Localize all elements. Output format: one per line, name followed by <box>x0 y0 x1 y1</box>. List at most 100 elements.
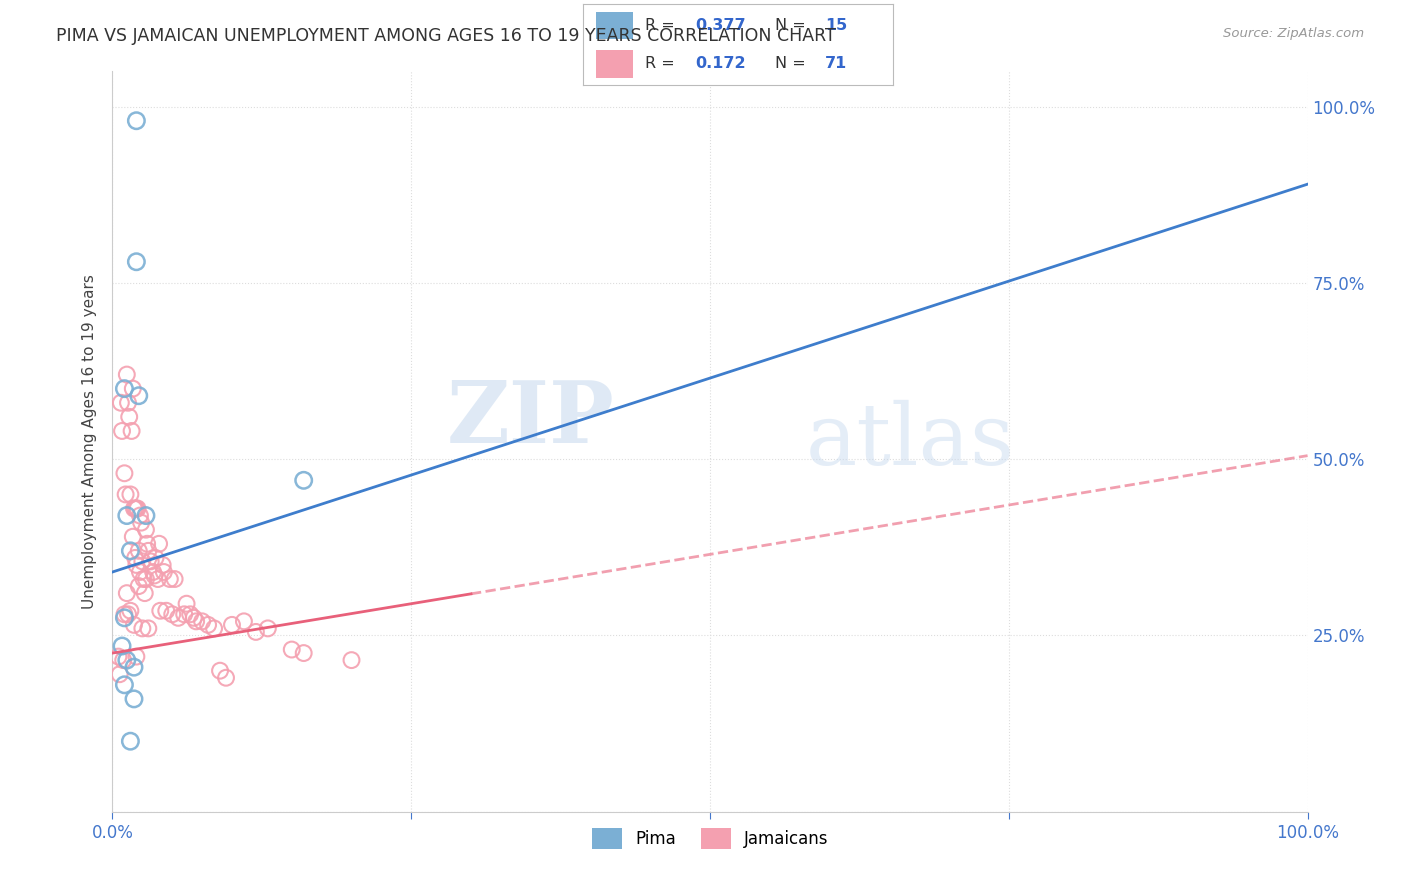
Point <box>233 615 256 629</box>
Point <box>125 501 148 516</box>
Point <box>111 424 134 438</box>
Point <box>129 516 152 530</box>
Point <box>135 508 157 523</box>
Point <box>125 649 148 664</box>
Point <box>128 579 150 593</box>
Point <box>146 572 169 586</box>
Point <box>183 611 205 625</box>
Text: N =: N = <box>775 18 811 33</box>
Point <box>152 558 174 572</box>
Point <box>117 396 139 410</box>
Point <box>173 607 195 622</box>
Point <box>145 550 167 565</box>
Point <box>135 523 157 537</box>
Point <box>340 653 363 667</box>
Point <box>115 586 138 600</box>
Point <box>162 607 183 622</box>
Point <box>155 604 177 618</box>
Point <box>257 621 280 635</box>
Point <box>120 604 142 618</box>
Point <box>134 586 156 600</box>
Point <box>132 572 155 586</box>
Point <box>112 653 135 667</box>
Point <box>142 565 165 579</box>
Point <box>148 537 170 551</box>
Point <box>121 530 143 544</box>
Point <box>115 508 138 523</box>
Point <box>120 487 142 501</box>
Point <box>202 621 225 635</box>
Text: R =: R = <box>645 56 681 71</box>
Point <box>107 649 129 664</box>
Point <box>122 660 145 674</box>
Point <box>115 653 138 667</box>
Point <box>143 568 166 582</box>
Legend: Pima, Jamaicans: Pima, Jamaicans <box>585 822 835 855</box>
Point <box>129 508 152 523</box>
Point <box>167 611 190 625</box>
Point <box>197 618 219 632</box>
Point <box>138 621 160 635</box>
Point <box>121 424 143 438</box>
Point <box>186 615 208 629</box>
Text: R =: R = <box>645 18 681 33</box>
Text: 15: 15 <box>825 18 846 33</box>
Point <box>122 618 145 632</box>
Point <box>124 550 146 565</box>
Point <box>221 618 243 632</box>
Point <box>131 621 153 635</box>
Point <box>179 607 201 622</box>
Point <box>292 473 315 487</box>
Point <box>245 624 267 639</box>
Point <box>120 544 142 558</box>
Point <box>114 382 135 396</box>
Point <box>135 572 157 586</box>
Point <box>159 572 181 586</box>
Point <box>111 639 134 653</box>
Point <box>115 368 138 382</box>
Point <box>209 664 232 678</box>
Text: 0.172: 0.172 <box>695 56 745 71</box>
Point <box>108 667 131 681</box>
Point <box>215 671 238 685</box>
Text: ZIP: ZIP <box>447 377 614 461</box>
Point <box>118 409 141 424</box>
Y-axis label: Unemployment Among Ages 16 to 19 years: Unemployment Among Ages 16 to 19 years <box>82 274 97 609</box>
Point <box>149 604 172 618</box>
Point <box>136 537 159 551</box>
Point <box>139 554 162 568</box>
Point <box>114 611 135 625</box>
Point <box>124 501 146 516</box>
Point <box>125 113 148 128</box>
Point <box>128 389 150 403</box>
Point <box>121 382 143 396</box>
Point <box>117 607 139 622</box>
Point <box>128 544 150 558</box>
Point <box>176 597 198 611</box>
Text: atlas: atlas <box>806 400 1015 483</box>
Text: 0.377: 0.377 <box>695 18 745 33</box>
Text: 71: 71 <box>825 56 846 71</box>
Point <box>138 544 160 558</box>
Text: Source: ZipAtlas.com: Source: ZipAtlas.com <box>1223 27 1364 40</box>
FancyBboxPatch shape <box>596 50 633 78</box>
Point <box>110 396 132 410</box>
Point <box>122 501 145 516</box>
Point <box>122 692 145 706</box>
Text: N =: N = <box>775 56 811 71</box>
Point <box>191 615 214 629</box>
Point <box>114 467 135 481</box>
Point <box>125 254 148 268</box>
Point <box>163 572 186 586</box>
FancyBboxPatch shape <box>596 12 633 39</box>
Point <box>153 565 176 579</box>
Text: PIMA VS JAMAICAN UNEMPLOYMENT AMONG AGES 16 TO 19 YEARS CORRELATION CHART: PIMA VS JAMAICAN UNEMPLOYMENT AMONG AGES… <box>56 27 837 45</box>
Point <box>114 487 136 501</box>
Point <box>120 734 142 748</box>
Point <box>131 554 153 568</box>
Point <box>292 646 315 660</box>
Point <box>114 678 135 692</box>
Point <box>114 607 135 622</box>
Point <box>127 501 149 516</box>
Point <box>129 565 152 579</box>
